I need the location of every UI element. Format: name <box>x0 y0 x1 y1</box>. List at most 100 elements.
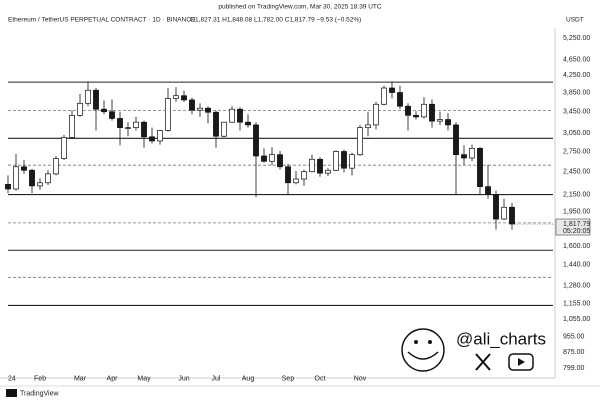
candle-body <box>173 95 179 99</box>
candle-body <box>101 108 107 113</box>
candle-body <box>469 147 475 159</box>
candle-body <box>69 114 75 138</box>
candle-body <box>93 89 99 110</box>
candle-body <box>485 186 491 195</box>
candle-body <box>285 166 291 184</box>
candle-body <box>13 166 19 190</box>
x-tick-label: Mar <box>74 375 87 382</box>
watermark-handle: @ali_charts <box>456 329 546 348</box>
candle-body <box>21 166 27 171</box>
candle-body <box>461 154 467 159</box>
candle-body <box>453 124 459 156</box>
published-note: published on TradingView.com, Mar 30, 20… <box>218 4 382 11</box>
candle-body <box>149 136 155 142</box>
x-icon <box>475 353 491 371</box>
y-unit: USDT <box>566 17 584 24</box>
candle-body <box>157 130 163 142</box>
footer: TradingView <box>20 390 59 397</box>
candle-body <box>437 119 443 122</box>
candle-body <box>493 194 499 220</box>
candle-body <box>45 173 51 184</box>
candle-body <box>261 155 267 162</box>
y-tick-label: 2,450.00 <box>563 169 590 176</box>
y-tick-label: 799.00 <box>563 365 585 372</box>
candle-body <box>429 103 435 122</box>
candle-body <box>205 107 211 113</box>
candle-body <box>293 178 299 184</box>
y-tick-label: 955.00 <box>563 334 585 341</box>
candle-body <box>373 103 379 126</box>
x-tick-label: Nov <box>354 375 367 382</box>
last-price-box <box>555 218 591 236</box>
youtube-play <box>518 358 525 366</box>
candle-body <box>29 169 35 187</box>
avatar <box>401 328 445 372</box>
candle-body <box>269 154 275 162</box>
y-tick-label: 4,650.00 <box>563 56 590 63</box>
ohlc-legend: O1,827.31 H1,848.08 L1,782.00 C1,817.79 … <box>190 17 361 24</box>
x-tick-label: May <box>137 375 151 382</box>
candle-body <box>109 111 115 119</box>
candle-body <box>61 137 67 159</box>
last-price-label: 1,817.79 <box>563 221 590 228</box>
y-tick-label: 4,250.00 <box>563 72 590 79</box>
candle-body <box>165 98 171 131</box>
candle-body <box>53 158 59 175</box>
candle-body <box>421 103 427 118</box>
candle-body <box>229 108 235 123</box>
x-tick-label: Aug <box>242 375 255 382</box>
candle-body <box>501 206 507 220</box>
x-tick-label: Jul <box>212 375 221 382</box>
candle-body <box>237 108 243 123</box>
y-tick-label: 1,155.00 <box>563 300 590 307</box>
y-tick-label: 1,950.00 <box>563 209 590 216</box>
candle-body <box>317 158 323 174</box>
candle-body <box>77 102 83 116</box>
x-tick-label: Oct <box>315 375 326 382</box>
candle-body <box>349 154 355 169</box>
candle-body <box>277 154 283 168</box>
candle-body <box>133 121 139 129</box>
y-tick-label: 3,850.00 <box>563 89 590 96</box>
candle-body <box>397 92 403 107</box>
candle-body <box>389 87 395 93</box>
candle-body <box>381 87 387 105</box>
x-tick-label: Jun <box>178 375 189 382</box>
candle-body <box>301 171 307 180</box>
youtube-icon <box>508 353 534 371</box>
y-tick-label: 2,750.00 <box>563 148 590 155</box>
y-tick-label: 875.00 <box>563 349 585 356</box>
x-tick-label: 24 <box>8 375 16 382</box>
y-tick-label: 3,050.00 <box>563 130 590 137</box>
candle-body <box>325 169 331 174</box>
y-tick-label: 1,280.00 <box>563 282 590 289</box>
candle-body <box>509 206 515 225</box>
tv-logo <box>6 389 17 397</box>
avatar-eye <box>428 340 432 344</box>
y-tick-label: 3,450.00 <box>563 109 590 116</box>
candle-body <box>5 183 11 190</box>
candle-body <box>213 111 219 137</box>
candle-body <box>253 124 259 157</box>
y-tick-label: 5,250.00 <box>563 35 590 42</box>
candle-body <box>365 124 371 129</box>
candle-body <box>413 114 419 118</box>
candle-body <box>197 107 203 111</box>
chart-title: Ethereum / TetherUS PERPETUAL CONTRACT ·… <box>8 17 196 24</box>
y-tick-label: 1,055.00 <box>563 316 590 323</box>
watermark: @ali_charts <box>401 328 546 372</box>
x-tick-label: Sep <box>282 375 295 382</box>
countdown-label: 05:20:05 <box>563 228 590 235</box>
candle-body <box>341 151 347 169</box>
avatar-eye <box>414 340 418 344</box>
candle-body <box>181 95 187 101</box>
candle-body <box>37 182 43 187</box>
avatar-smile <box>407 351 439 360</box>
candle-body <box>125 127 131 129</box>
candle-body <box>141 121 147 138</box>
candle-body <box>477 147 483 187</box>
y-tick-label: 2,150.00 <box>563 191 590 198</box>
candle-body <box>221 121 227 137</box>
candle-body <box>357 127 363 156</box>
candle-body <box>333 151 339 171</box>
